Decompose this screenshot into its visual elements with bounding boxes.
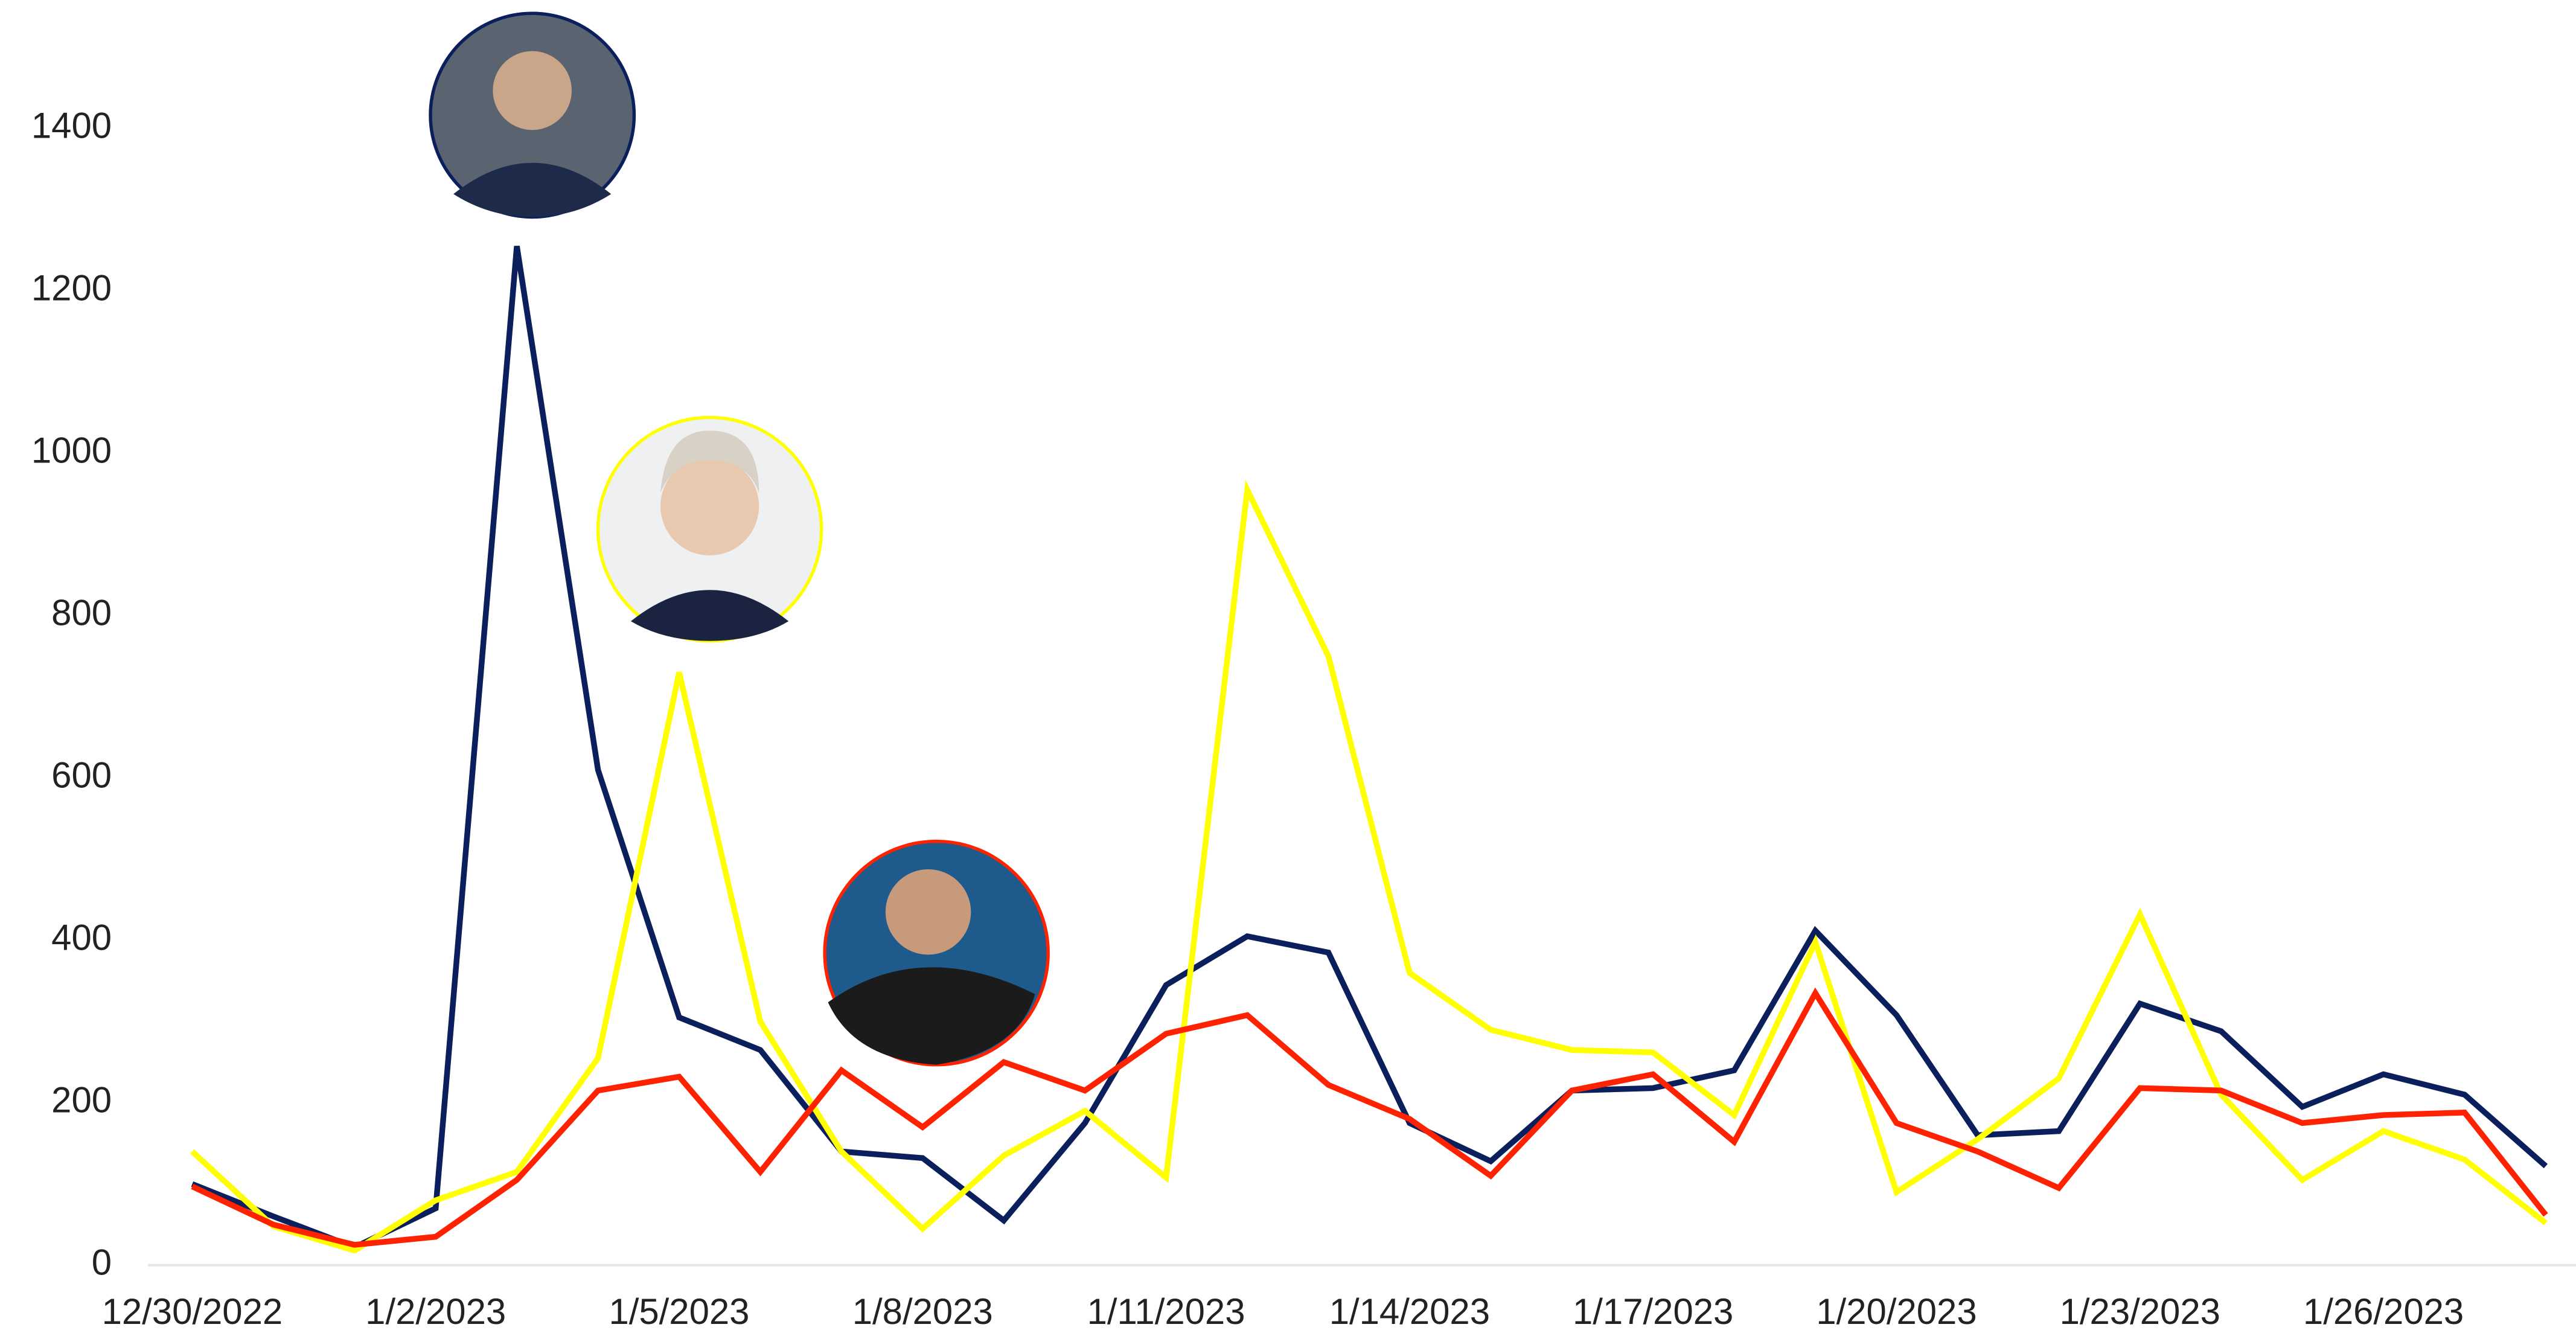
x-tick-label: 1/8/2023 [852, 1291, 993, 1332]
avatar-2 [596, 415, 823, 643]
y-tick-label: 400 [51, 917, 112, 957]
avatar-3 [823, 839, 1050, 1067]
x-tick-label: 1/17/2023 [1573, 1291, 1733, 1332]
y-tick-label: 600 [51, 755, 112, 795]
y-tick-label: 1400 [31, 105, 112, 145]
series-line [191, 987, 2548, 1248]
x-tick-label: 1/23/2023 [2060, 1291, 2220, 1332]
y-tick-label: 0 [92, 1242, 112, 1283]
series-line [191, 245, 2548, 1251]
y-tick-label: 1200 [31, 267, 112, 308]
x-tick-label: 1/11/2023 [1087, 1291, 1245, 1332]
series-line [190, 479, 2548, 1254]
x-tick-label: 1/20/2023 [1816, 1291, 1977, 1332]
x-tick-label: 1/2/2023 [365, 1291, 506, 1332]
x-tick-label: 12/30/2022 [102, 1291, 283, 1332]
y-tick-label: 1000 [31, 430, 112, 470]
y-tick-label: 200 [51, 1079, 112, 1120]
avatar-1 [429, 11, 636, 219]
x-tick-label: 1/14/2023 [1329, 1291, 1490, 1332]
y-tick-label: 800 [51, 592, 112, 633]
x-tick-label: 1/26/2023 [2303, 1291, 2464, 1332]
x-tick-label: 1/5/2023 [609, 1291, 749, 1332]
